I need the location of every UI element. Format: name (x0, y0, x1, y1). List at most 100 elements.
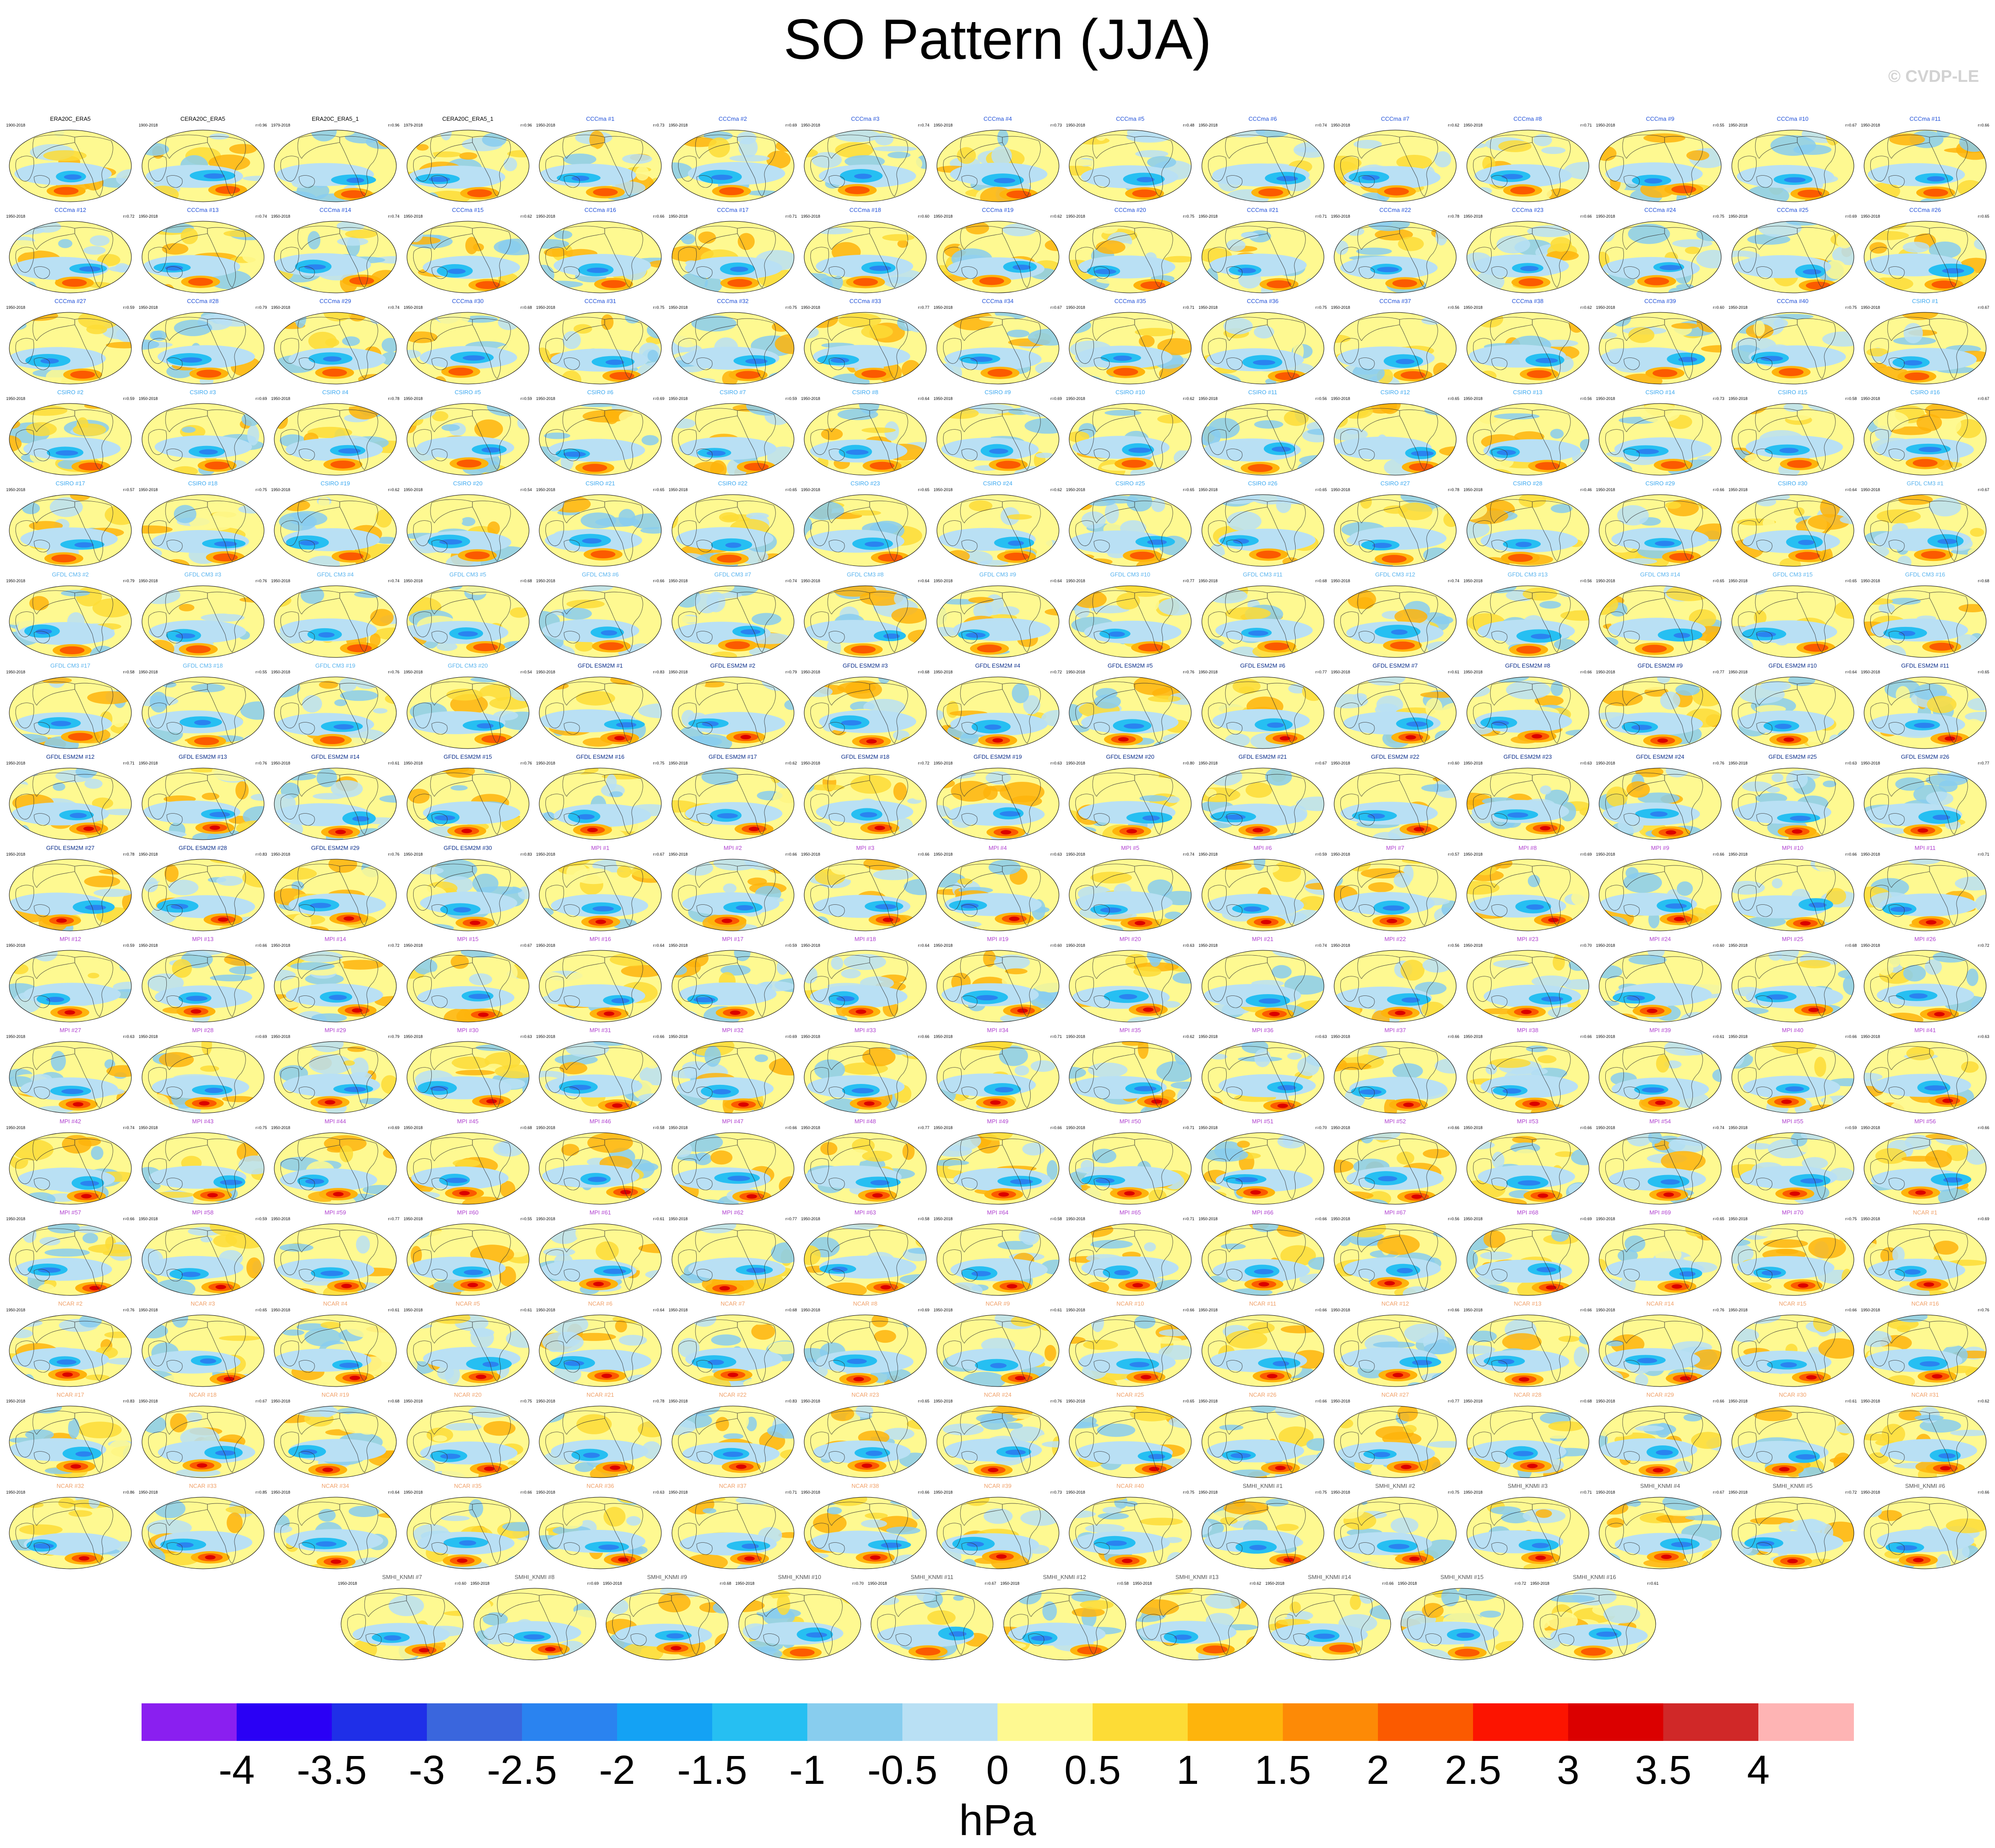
panel-title: MPI #11 (1914, 845, 1936, 851)
globe-map (936, 676, 1060, 752)
globe-map (273, 676, 397, 752)
panel-period: 1950-2018 (868, 1581, 887, 1586)
panel-title: MPI #54 (1649, 1118, 1671, 1125)
panel-pattern-correlation: r=0.65 (785, 488, 797, 492)
globe-map (538, 129, 662, 205)
panel-pattern-correlation: r=0.79 (255, 305, 267, 310)
panel-pattern-correlation: r=0.61 (520, 1308, 532, 1312)
panel-pattern-correlation: r=0.72 (1515, 1581, 1526, 1586)
panel-period: 1950-2018 (801, 943, 821, 948)
globe-map (1598, 1132, 1722, 1207)
panel-pattern-correlation: r=0.58 (123, 670, 134, 674)
panel-period: 1950-2018 (1198, 488, 1218, 492)
panel-pattern-correlation: r=0.65 (1845, 579, 1857, 583)
panel-pattern-correlation: r=0.74 (123, 1126, 134, 1130)
colorbar (142, 1703, 1854, 1741)
panel-period: 1950-2018 (668, 214, 688, 219)
panel-title: SMHI_KNMI #12 (1043, 1574, 1086, 1580)
map-panel: GFDL ESM2M #22 1950-2018 r=0.60 (1331, 754, 1459, 842)
panel-period: 1950-2018 (933, 123, 953, 127)
map-panel: MPI #70 1950-2018 r=0.75 (1729, 1210, 1857, 1298)
panel-pattern-correlation: r=0.74 (388, 579, 399, 583)
panel-period: 1950-2018 (1596, 1126, 1615, 1130)
panel-pattern-correlation: r=0.63 (1183, 943, 1194, 948)
panel-title: CSIRO #16 (1910, 389, 1940, 396)
panel-pattern-correlation: r=0.67 (1050, 305, 1062, 310)
globe-map (1466, 403, 1590, 478)
panel-period: 1950-2018 (1331, 1217, 1350, 1221)
panel-title: NCAR #9 (986, 1301, 1010, 1307)
panel-title: CSIRO #17 (55, 480, 85, 487)
panel-title: CSIRO #7 (719, 389, 746, 396)
panel-title: GFDL ESM2M #7 (1372, 663, 1418, 669)
panel-period: 1950-2018 (1331, 761, 1350, 765)
map-panel: SMHI_KNMI #8 1950-2018 r=0.69 (471, 1574, 599, 1663)
map-panel: MPI #29 1950-2018 r=0.79 (271, 1027, 399, 1116)
globe-map (1466, 311, 1590, 387)
map-panel: NCAR #18 1950-2018 r=0.67 (139, 1392, 267, 1480)
panel-title: NCAR #16 (1911, 1301, 1939, 1307)
panel-period: 1950-2018 (1331, 305, 1350, 310)
panel-title: MPI #45 (457, 1118, 479, 1125)
map-panel: MPI #43 1950-2018 r=0.75 (139, 1118, 267, 1207)
panel-title: GFDL CM3 #20 (448, 663, 488, 669)
colorbar-cell (237, 1703, 332, 1741)
panel-pattern-correlation: r=0.66 (918, 1034, 929, 1039)
map-panel: GFDL ESM2M #27 1950-2018 r=0.78 (6, 845, 134, 934)
globe-map (671, 1496, 795, 1572)
page-title: SO Pattern (JJA) (783, 8, 1212, 71)
map-panel: NCAR #33 1950-2018 r=0.85 (139, 1483, 267, 1571)
panel-period: 1950-2018 (1861, 214, 1880, 219)
panel-title: GFDL ESM2M #28 (178, 845, 227, 851)
panel-title: SMHI_KNMI #2 (1375, 1483, 1416, 1489)
panel-title: NCAR #19 (321, 1392, 349, 1398)
panel-period: 1950-2018 (536, 1308, 556, 1312)
globe-map (8, 949, 132, 1025)
panel-title: CCCma #5 (1116, 116, 1145, 122)
map-panel: MPI #46 1950-2018 r=0.58 (536, 1118, 664, 1207)
panel-title: MPI #33 (854, 1027, 876, 1033)
panel-period: 1950-2018 (271, 305, 291, 310)
globe-map (1333, 585, 1457, 661)
panel-title: CCCma #10 (1776, 116, 1809, 122)
panel-period: 1950-2018 (1198, 579, 1218, 583)
panel-period: 1950-2018 (138, 1126, 158, 1130)
panel-period: 1950-2018 (403, 488, 423, 492)
map-panel: CSIRO #22 1950-2018 r=0.65 (669, 480, 797, 569)
panel-title: NCAR #38 (851, 1483, 879, 1489)
panel-pattern-correlation: r=0.66 (1978, 1490, 1989, 1495)
map-panel: GFDL ESM2M #8 1950-2018 r=0.66 (1464, 663, 1592, 751)
map-panel: CSIRO #8 1950-2018 r=0.64 (801, 389, 929, 478)
map-panel: CCCma #18 1950-2018 r=0.60 (801, 207, 929, 296)
globe-map (406, 1405, 530, 1481)
map-panel: CCCma #37 1950-2018 r=0.56 (1331, 298, 1459, 387)
panel-title: CSIRO #9 (984, 389, 1011, 396)
panel-title: GFDL ESM2M #13 (178, 754, 227, 760)
panel-title: MPI #50 (1119, 1118, 1141, 1125)
panel-title: GFDL ESM2M #26 (1901, 754, 1949, 760)
map-panel: NCAR #10 1950-2018 r=0.66 (1066, 1301, 1194, 1389)
globe-map (1068, 129, 1192, 205)
panel-title: MPI #13 (192, 936, 214, 942)
map-panel: MPI #48 1950-2018 r=0.77 (801, 1118, 929, 1207)
panel-period: 1950-2018 (1463, 214, 1483, 219)
panel-title: NCAR #30 (1779, 1392, 1807, 1398)
panel-pattern-correlation: r=0.72 (388, 943, 399, 948)
panel-title: CSIRO #30 (1778, 480, 1807, 487)
panel-period: 1950-2018 (6, 488, 26, 492)
globe-map (1863, 1314, 1987, 1390)
panel-period: 1950-2018 (668, 305, 688, 310)
panel-title: MPI #46 (589, 1118, 611, 1125)
globe-map (1201, 1405, 1325, 1481)
panel-pattern-correlation: r=0.64 (1050, 579, 1062, 583)
map-panel: NCAR #19 1950-2018 r=0.68 (271, 1392, 399, 1480)
map-panel: GFDL CM3 #1 1950-2018 r=0.67 (1861, 480, 1989, 569)
map-panel: GFDL ESM2M #20 1950-2018 r=0.80 (1066, 754, 1194, 842)
globe-map (1466, 1041, 1590, 1116)
panel-period: 1950-2018 (1861, 761, 1880, 765)
globe-map (141, 311, 265, 387)
map-panel: GFDL ESM2M #13 1950-2018 r=0.76 (139, 754, 267, 842)
panel-period: 1950-2018 (1463, 305, 1483, 310)
globe-map (803, 494, 927, 569)
panel-title: MPI #52 (1384, 1118, 1406, 1125)
